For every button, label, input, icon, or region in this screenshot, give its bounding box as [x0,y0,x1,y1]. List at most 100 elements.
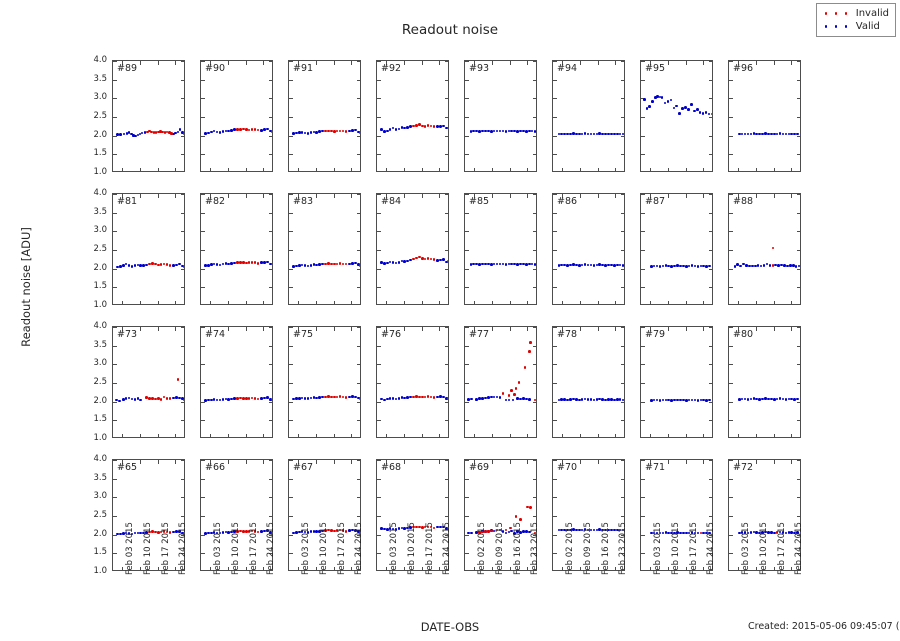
x-tick-mark [316,434,317,437]
data-point-valid [743,531,747,534]
data-point-valid [492,262,496,266]
x-tick-mark [263,460,264,464]
x-tick-label: Feb 10 2015 [759,522,769,575]
data-point-valid [121,398,125,401]
legend-label: Valid [855,21,880,32]
data-point-valid [746,531,750,535]
data-point-valid [380,128,383,131]
y-tick-mark [533,420,536,421]
data-point-valid [770,531,773,534]
x-tick-mark [439,61,440,65]
data-point-valid [575,263,578,267]
x-tick-mark [615,61,616,65]
data-point-invalid [156,130,160,134]
y-tick-mark [113,479,117,480]
data-point-valid [218,131,222,134]
y-tick-mark [377,98,381,99]
y-tick-mark [201,346,205,347]
data-point-valid [297,397,301,400]
data-point-valid [348,262,351,266]
y-tick-mark [709,287,712,288]
y-tick-mark [465,98,469,99]
y-tick-mark [269,383,272,384]
data-point-invalid [242,397,245,400]
y-tick-mark [377,61,381,62]
data-point-valid [139,264,143,267]
data-point-invalid [432,526,436,530]
panel-label: #93 [469,63,490,74]
data-point-valid [780,263,783,267]
y-tick-label: 4.0 [93,188,107,198]
y-tick-mark [621,346,624,347]
data-point-valid [684,399,688,402]
data-point-invalid [527,349,531,353]
legend-marker-valid-icon [821,25,851,28]
data-point-valid [560,132,564,136]
data-point-valid [510,529,513,533]
y-tick-mark [621,154,624,155]
data-point-valid [357,396,360,400]
data-point-valid [740,531,744,534]
x-tick-mark [422,168,423,171]
x-tick-mark [791,61,792,65]
data-point-invalid [412,525,415,529]
data-point-valid [489,130,493,133]
y-tick-mark [465,553,469,554]
x-tick-label: Feb 03 2015 [213,522,224,575]
data-point-valid [733,265,737,268]
data-point-valid [678,111,681,115]
y-tick-mark [553,213,557,214]
y-tick-mark [729,364,733,365]
x-tick-mark [298,567,299,570]
data-point-valid [705,265,708,268]
y-tick-label: 2.0 [93,262,107,273]
data-point-valid [796,132,799,136]
x-tick-mark [686,301,687,304]
y-tick-mark [709,213,712,214]
x-tick-mark [158,460,159,464]
data-point-valid [790,531,794,534]
data-point-invalid [183,132,184,135]
y-tick-mark [113,346,117,347]
data-point-valid [403,396,407,400]
data-point-valid [601,132,604,136]
legend-label: Invalid [855,8,889,19]
y-tick-mark [445,516,448,517]
x-tick-mark [615,194,616,198]
y-tick-mark [113,402,117,403]
data-point-valid [215,398,219,402]
y-tick-mark [113,194,117,195]
data-point-valid [309,396,313,400]
x-tick-mark [404,301,405,304]
data-point-invalid [420,257,424,260]
y-tick-mark [641,553,645,554]
data-point-valid [673,398,676,402]
data-point-valid [693,531,697,535]
y-tick-mark [641,383,645,384]
y-tick-mark [377,383,381,384]
x-tick-mark [668,168,669,171]
data-point-valid [690,398,694,402]
data-point-valid [752,397,756,400]
data-point-invalid [247,530,251,533]
panel-label: #77 [469,329,490,340]
subplot-panel-68: #68 [376,459,449,571]
x-tick-mark [210,301,211,304]
data-point-valid [533,263,536,266]
data-point-valid [519,129,522,133]
y-tick-mark [269,364,272,365]
y-tick-mark [269,327,272,328]
subplot-panel-80: #80 [728,326,801,438]
x-axis-label: DATE-OBS [420,620,480,634]
data-point-valid [516,263,519,266]
x-tick-mark [510,567,511,570]
y-tick-label: 1.5 [93,547,107,558]
y-tick-mark [289,497,293,498]
data-point-invalid [253,128,257,131]
data-point-valid [743,132,747,136]
data-point-valid [607,132,610,136]
y-tick-mark [289,194,293,195]
data-point-valid [297,264,301,267]
data-point-valid [181,131,184,134]
data-point-valid [679,264,682,268]
